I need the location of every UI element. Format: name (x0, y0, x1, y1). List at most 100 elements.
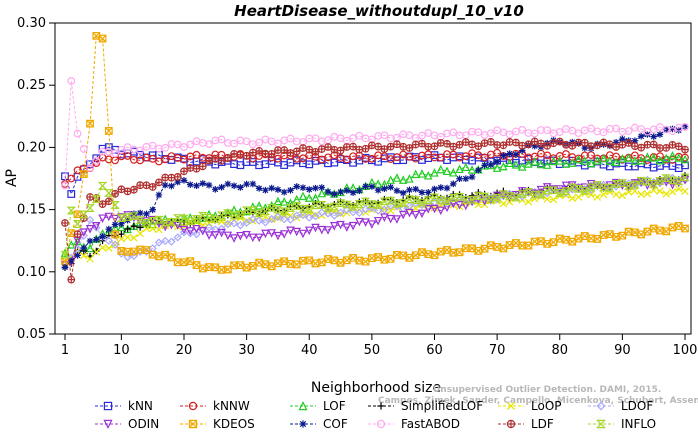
point-LDF-63 (449, 142, 458, 151)
point-LDF-80 (555, 137, 564, 146)
point-FastABOD-1 (61, 181, 69, 190)
point-LoOP-92 (631, 187, 639, 195)
point-KDEOS-96 (656, 226, 664, 235)
point-LoOP-5 (86, 255, 94, 263)
point-INFLO-62 (442, 197, 452, 206)
point-LDOF-14 (142, 247, 151, 256)
x-axis-title: Neighborhood size (311, 380, 441, 396)
point-KDEOS-23 (198, 264, 207, 273)
point-INFLO-73 (511, 193, 521, 202)
point-KDEOS-29 (236, 261, 245, 270)
point-LOF-79 (549, 156, 558, 166)
point-LOF-62 (442, 166, 452, 176)
point-COF-57 (412, 185, 420, 193)
point-KDEOS-42 (317, 258, 326, 267)
point-ODIN-6 (92, 222, 101, 231)
point-KDEOS-69 (486, 241, 495, 250)
point-KDEOS-79 (549, 238, 558, 247)
point-COF-2 (67, 257, 75, 265)
point-COF-100 (681, 123, 689, 130)
point-ODIN-81 (561, 181, 571, 191)
point-FastABOD-83 (574, 129, 583, 137)
point-KDEOS-20 (180, 258, 188, 267)
point-ODIN-30 (242, 231, 251, 240)
point-COF-27 (224, 180, 232, 188)
point-LDOF-32 (254, 216, 264, 225)
point-COF-68 (481, 162, 488, 169)
point-kNNW-15 (148, 154, 157, 163)
point-KDEOS-60 (430, 251, 439, 260)
point-INFLO-67 (473, 192, 484, 200)
point-COF-39 (299, 184, 307, 191)
point-ODIN-64 (455, 200, 464, 210)
point-FastABOD-98 (668, 127, 677, 135)
point-ODIN-43 (323, 226, 333, 235)
point-LDOF-45 (336, 208, 345, 217)
point-LOF-63 (449, 167, 458, 177)
point-LoOP-4 (80, 251, 88, 260)
point-LDOF-24 (204, 223, 214, 232)
point-FastABOD-45 (336, 134, 345, 143)
legend-item-SimplifiedLOF: SimplifiedLOF (368, 399, 483, 413)
point-LDF-33 (261, 149, 270, 158)
point-FastABOD-89 (612, 124, 621, 133)
legend-item-LOF: LOF (290, 399, 346, 413)
legend-label-COF: COF (323, 417, 348, 431)
point-INFLO-91 (623, 181, 634, 190)
point-LDF-12 (129, 185, 138, 194)
point-INFLO-31 (248, 206, 258, 215)
point-COF-23 (199, 180, 207, 187)
point-INFLO-28 (229, 211, 239, 220)
point-kNNW-22 (192, 150, 201, 159)
point-INFLO-75 (523, 188, 534, 196)
point-COF-14 (143, 210, 150, 218)
point-KDEOS-83 (574, 234, 583, 243)
point-INFLO-29 (235, 210, 246, 219)
point-INFLO-61 (436, 195, 446, 204)
point-LOF-91 (624, 153, 633, 162)
point-LOF-82 (568, 158, 577, 167)
point-INFLO-64 (454, 192, 465, 201)
point-FastABOD-72 (505, 130, 514, 139)
point-KDEOS-59 (424, 250, 433, 259)
point-ODIN-51 (373, 216, 383, 226)
point-ODIN-49 (361, 218, 370, 227)
point-LDF-17 (161, 173, 170, 182)
point-LDF-21 (186, 164, 195, 172)
point-LOF-53 (386, 175, 395, 184)
point-FastABOD-4 (79, 145, 88, 153)
point-SimplifiedLOF-12 (130, 222, 138, 230)
legend-item-FastABOD: FastABOD (368, 417, 460, 431)
point-LDOF-37 (286, 215, 295, 224)
point-KDEOS-97 (662, 227, 671, 236)
point-INFLO-38 (291, 202, 302, 210)
point-INFLO-37 (285, 204, 296, 212)
point-INFLO-49 (360, 197, 371, 206)
point-LDOF-8 (104, 236, 113, 245)
point-ODIN-9 (110, 214, 120, 224)
point-LOF-42 (317, 188, 327, 198)
point-LDOF-31 (248, 215, 258, 224)
point-KDEOS-64 (455, 248, 464, 257)
legend: kNN kNNW LOF SimplifiedLOF LoOP LDOF ODIN KDEOS… (95, 399, 656, 431)
point-ODIN-47 (348, 221, 358, 231)
point-KDEOS-9 (111, 230, 120, 239)
point-kNNW-59 (424, 150, 433, 159)
point-LDOF-46 (342, 205, 351, 215)
point-FastABOD-47 (349, 134, 357, 142)
point-LDOF-43 (323, 209, 333, 218)
point-LDF-69 (486, 138, 495, 146)
point-INFLO-1 (60, 250, 70, 259)
point-KDEOS-34 (267, 262, 276, 271)
point-LoOP-93 (637, 190, 645, 199)
point-LDOF-26 (217, 224, 226, 233)
point-LDOF-33 (261, 218, 270, 227)
point-KDEOS-62 (443, 246, 451, 254)
point-LDF-38 (292, 147, 301, 156)
point-FastABOD-91 (624, 127, 633, 135)
point-INFLO-53 (385, 196, 396, 205)
point-COF-42 (318, 184, 326, 191)
point-LDF-44 (330, 145, 339, 154)
point-LOF-54 (392, 173, 402, 182)
point-COF-34 (268, 184, 275, 192)
